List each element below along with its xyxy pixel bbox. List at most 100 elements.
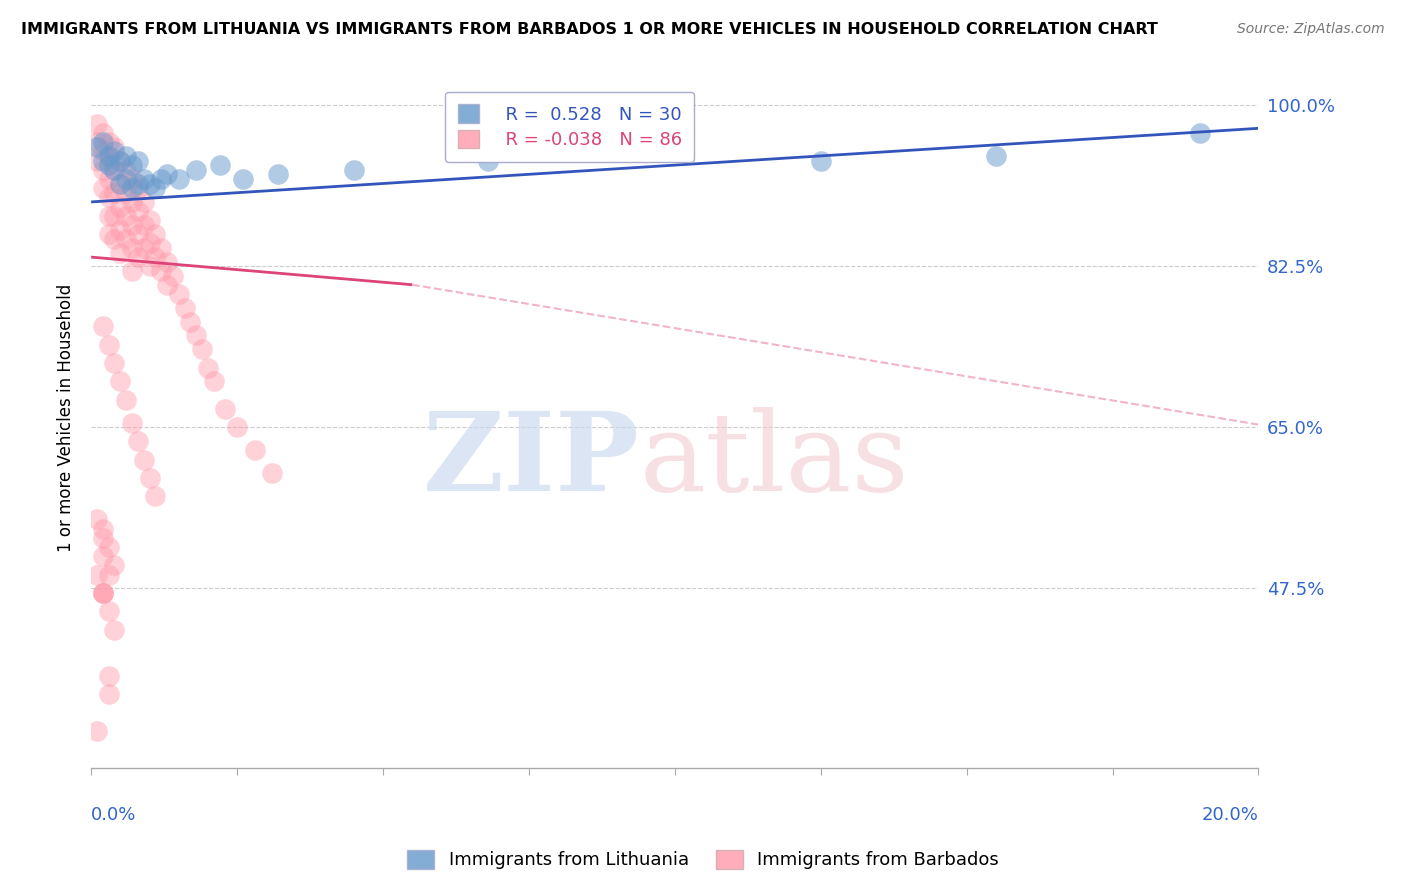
Text: atlas: atlas [640,407,910,514]
Y-axis label: 1 or more Vehicles in Household: 1 or more Vehicles in Household [58,284,75,552]
Point [91,586,114,600]
Point [103,186,125,200]
Point [143,250,166,264]
Point [91,181,114,195]
Point [97,158,120,172]
Point [127,204,149,219]
Point [91,549,114,563]
Point [86,723,108,738]
Point [162,268,184,283]
Point [132,172,155,186]
Point [91,135,114,149]
Point [143,227,166,241]
Point [110,177,132,191]
Point [115,186,138,200]
Point [86,153,108,168]
Point [138,177,160,191]
Point [103,623,125,637]
Point [179,314,201,328]
Point [91,521,114,535]
Point [110,245,132,260]
Point [103,139,125,153]
Point [97,567,120,582]
Point [103,558,125,573]
Point [103,356,125,370]
Point [115,392,138,407]
Point [167,172,190,186]
Point [156,167,179,181]
Point [97,172,120,186]
Point [226,420,249,434]
Point [477,153,499,168]
Point [132,194,155,209]
Point [86,135,108,149]
Point [343,162,366,177]
Text: ZIP: ZIP [423,407,640,514]
Point [110,200,132,214]
Point [91,145,114,159]
Point [97,540,120,554]
Point [132,241,155,255]
Text: Source: ZipAtlas.com: Source: ZipAtlas.com [1237,22,1385,37]
Point [810,153,832,168]
Point [121,264,143,278]
Point [91,586,114,600]
Point [86,117,108,131]
Point [121,416,143,430]
Point [86,512,108,526]
Point [97,149,120,163]
Point [110,153,132,168]
Point [156,254,179,268]
Point [97,687,120,701]
Point [91,153,114,168]
Point [110,177,132,191]
Point [138,213,160,227]
Point [150,264,173,278]
Point [127,227,149,241]
Legend:   R =  0.528   N = 30,   R = -0.038   N = 86: R = 0.528 N = 30, R = -0.038 N = 86 [444,92,695,161]
Text: 20.0%: 20.0% [1202,806,1258,824]
Point [243,443,266,458]
Point [127,153,149,168]
Point [186,328,208,343]
Point [97,190,120,204]
Point [91,126,114,140]
Point [150,241,173,255]
Point [197,360,219,375]
Point [103,162,125,177]
Point [232,172,254,186]
Text: IMMIGRANTS FROM LITHUANIA VS IMMIGRANTS FROM BARBADOS 1 OR MORE VEHICLES IN HOUS: IMMIGRANTS FROM LITHUANIA VS IMMIGRANTS … [21,22,1159,37]
Point [262,467,284,481]
Point [97,669,120,683]
Point [208,158,231,172]
Point [110,153,132,168]
Point [110,374,132,388]
Point [186,162,208,177]
Point [103,162,125,177]
Point [214,401,236,416]
Point [121,158,143,172]
Point [267,167,290,181]
Point [143,489,166,503]
Point [121,241,143,255]
Point [132,452,155,467]
Point [115,232,138,246]
Point [121,181,143,195]
Point [86,139,108,153]
Point [138,471,160,485]
Point [97,337,120,351]
Point [115,149,138,163]
Point [150,172,173,186]
Point [138,236,160,251]
Text: 0.0%: 0.0% [91,806,136,824]
Point [202,374,225,388]
Point [103,209,125,223]
Point [132,218,155,232]
Point [91,162,114,177]
Point [173,301,195,315]
Point [127,434,149,449]
Point [115,209,138,223]
Point [91,531,114,545]
Point [97,209,120,223]
Point [103,232,125,246]
